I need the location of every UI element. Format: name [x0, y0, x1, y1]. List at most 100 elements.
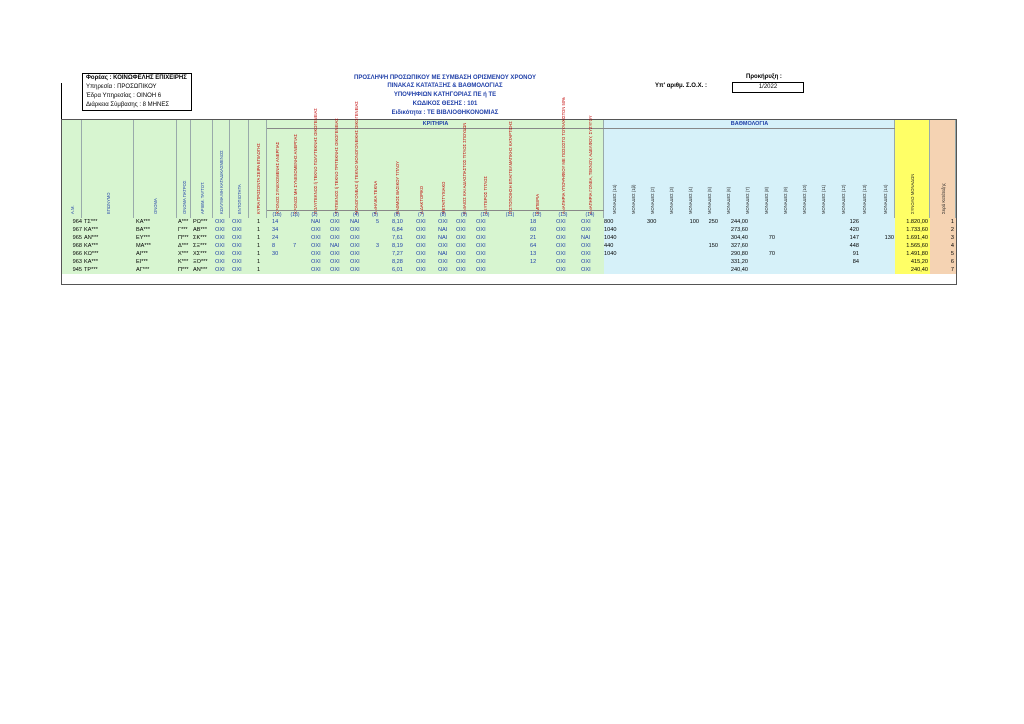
header-s13-label: ΜΟΝΑΔΕΣ (13): [861, 184, 867, 214]
header-s9: ΜΟΝΑΔΕΣ (9): [775, 120, 794, 218]
score-group: [604, 120, 895, 218]
table-row: 966 ΚΩ*** ΑΙ*** Χ*** ΧΣ*** ΟΧΙ ΟΧΙ 1 30 ΟΧΙ ΟΧΙ ΟΧΙ…: [62, 250, 956, 258]
header-s6: ΜΟΝΑΔΕΣ (6): [718, 120, 737, 218]
cell-s8: [756, 266, 775, 274]
row-background: [604, 218, 895, 226]
cell-epon: ΑΝ***: [84, 234, 134, 242]
num-14: (14): [576, 210, 604, 219]
cell-c2: ΝΑΙ: [311, 218, 326, 226]
cell-rank: 5: [930, 250, 954, 258]
header-s10: ΜΟΝΑΔΕΣ (10): [794, 120, 813, 218]
cell-s5: 250: [699, 218, 718, 226]
cell-c11: [498, 250, 524, 258]
num-11: (11): [496, 210, 524, 219]
header-c10-label: ΔΕΥΤΕΡΟΣ ΤΙΤΛΟΣ: [483, 176, 488, 214]
cell-epon: ΤΡ***: [84, 266, 134, 274]
cell-c14: ΟΧΙ: [581, 250, 604, 258]
cell-am: 964: [62, 218, 82, 226]
cell-c4: ΟΧΙ: [350, 250, 366, 258]
cell-c11: [498, 218, 524, 226]
title-line-1: ΠΡΟΣΛΗΨΗ ΠΡΟΣΩΠΙΚΟΥ ΜΕ ΣΥΜΒΑΣΗ ΟΡΙΣΜΕΝΟΥ…: [354, 75, 536, 81]
cell-c6: 8,28: [392, 258, 410, 266]
row-background: [604, 266, 895, 274]
row-background: [267, 226, 604, 234]
cell-s14: [874, 266, 894, 274]
cell-c3: ΝΑΙ: [330, 242, 346, 250]
header-c11: ΠΙΣΤΟΠΟΙΗΣΗ ΕΠΑΓΓΕΛΜΑΤΙΚΗΣ ΚΑΤΑΡΤΙΣΗΣ: [496, 120, 524, 218]
cell-c3: ΟΧΙ: [330, 266, 346, 274]
cell-c7: ΟΧΙ: [416, 242, 432, 250]
cell-c6: 6,84: [392, 226, 410, 234]
cell-c11: [498, 242, 524, 250]
header-c4-label: ΜΟΝΟΓΟΝΕΑΣ ή ΤΕΚΝΟ ΜΟΝΟΓΟΝΕΙΚΗΣ ΟΙΚΟΓΕΝΕ…: [354, 101, 359, 214]
cell-c11: [498, 234, 524, 242]
cell-c4: ΝΑΙ: [350, 218, 366, 226]
cell-k3: 1: [257, 258, 267, 266]
cell-c9: ΟΧΙ: [456, 234, 474, 242]
header-s3: ΜΟΝΑΔΕΣ (3): [661, 120, 680, 218]
cell-c8: ΝΑΙ: [438, 234, 454, 242]
cell-s4: [680, 266, 699, 274]
cell-c2: ΟΧΙ: [311, 258, 326, 266]
cell-k1: ΟΧΙ: [215, 226, 230, 234]
cell-c13: ΟΧΙ: [556, 250, 576, 258]
cell-c2: ΟΧΙ: [311, 250, 326, 258]
header-eponymo-label: ΕΠΩΝΥΜΟ: [105, 192, 111, 214]
header-k3-label: ΚΥΡΙΑ ΠΡΟΣΟΝΤΑ ΣΕΙΡΑ ΕΠΙΛΟΓΗΣ: [255, 143, 261, 214]
cell-s12: [832, 266, 859, 274]
header-s8: ΜΟΝΑΔΕΣ (8): [756, 120, 775, 218]
cell-epon: ΤΣ***: [84, 218, 134, 226]
criteria-band: ΚΡΙΤΗΡΙΑ: [267, 120, 604, 129]
header-c14-label: ΑΝΑΠΗΡΙΑ ΓΟΝΕΑ, ΤΕΚΝΟΥ, ΑΔΕΛΦΟΥ, ΣΥΖΥΓΟΥ: [588, 115, 593, 214]
cell-rank: 2: [930, 226, 954, 234]
cell-s1a: 1040: [604, 250, 642, 258]
header-onoma: ΟΝΟΜΑ: [134, 120, 177, 218]
cell-c14: ΝΑΙ: [581, 234, 604, 242]
cell-taut: ΑΝ***: [193, 266, 213, 274]
sok-label: Υπ' αριθμ. Σ.Ο.Χ. :: [655, 83, 707, 89]
criteria-group: [267, 120, 604, 218]
cell-s6: 304,40: [718, 234, 748, 242]
header-s4: ΜΟΝΑΔΕΣ (4): [680, 120, 699, 218]
cell-c6: 8,10: [392, 218, 410, 226]
row-background: [604, 226, 895, 234]
cell-s5: [699, 266, 718, 274]
cell-c12: 60: [530, 226, 550, 234]
title-line-3: ΥΠΟΨΗΦΙΩΝ ΚΑΤΗΓΟΡΙΑΣ ΠΕ ή ΤΕ: [393, 92, 497, 98]
cell-s1a: 1040: [604, 234, 642, 242]
header-c9: ΕΝΙΑΙΟΣ ΚΑΙ ΑΔΙΑΣΠΑΣΤΟΣ ΤΙΤΛΟΣ ΣΠΟΥΔΩΝ: [454, 120, 474, 218]
sok-value: 1/2022: [732, 82, 804, 93]
row-background: [267, 258, 604, 266]
header-s7-label: ΜΟΝΑΔΕΣ (7): [744, 186, 750, 214]
cell-am: 968: [62, 242, 82, 250]
cell-c11: [498, 226, 524, 234]
header-c11-label: ΠΙΣΤΟΠΟΙΗΣΗ ΕΠΑΓΓΕΛΜΑΤΙΚΗΣ ΚΑΤΑΡΤΙΣΗΣ: [508, 121, 513, 214]
cell-onoma: ΕΙ***: [136, 258, 177, 266]
cell-s14: [874, 250, 894, 258]
header-c5: ΑΝΗΛΙΚΑ ΤΕΚΝΑ: [366, 120, 384, 218]
header-s12: ΜΟΝΑΔΕΣ (12): [832, 120, 853, 218]
cell-s4: 100: [680, 218, 699, 226]
cell-s12: 91: [832, 250, 859, 258]
cell-s4: [680, 226, 699, 234]
cell-onoma: ΜΑ***: [136, 242, 177, 250]
cell-c4: ΟΧΙ: [350, 242, 366, 250]
cell-c1a: [272, 266, 287, 274]
header-s11-label: ΜΟΝΑΔΕΣ (11): [820, 184, 826, 214]
cell-c3: ΟΧΙ: [330, 226, 346, 234]
cell-k3: 1: [257, 242, 267, 250]
header-c10: ΔΕΥΤΕΡΟΣ ΤΙΤΛΟΣ: [474, 120, 496, 218]
cell-s14: [874, 218, 894, 226]
cell-epon: ΚΩ***: [84, 250, 134, 258]
cell-s4: [680, 242, 699, 250]
cell-onoma: ΑΓ***: [136, 266, 177, 274]
cell-c1b: 7: [293, 242, 303, 250]
cell-c2: ΟΧΙ: [311, 234, 326, 242]
cell-c10: ΟΧΙ: [476, 234, 496, 242]
header-c3-label: ΤΡΙΤΕΚΝΟΣ ή ΤΕΚΝΟ ΤΡΙΤΕΚΝΗΣ ΟΙΚΟΓΕΝΕΙΑΣ: [334, 118, 339, 214]
num-7: (7): [410, 210, 432, 219]
cell-patros: Π***: [178, 234, 192, 242]
cell-k3: 1: [257, 234, 267, 242]
cell-am: 963: [62, 258, 82, 266]
cell-k1: ΟΧΙ: [215, 250, 230, 258]
